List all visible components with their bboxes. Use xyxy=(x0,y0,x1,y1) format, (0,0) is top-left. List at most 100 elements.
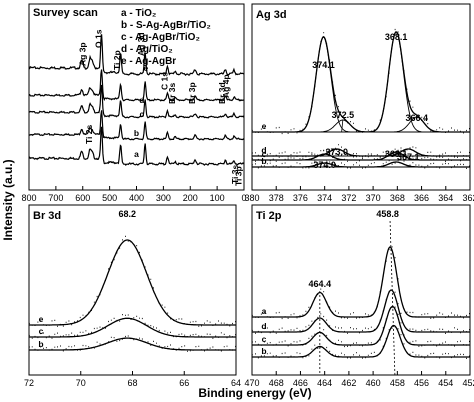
series-line-b xyxy=(28,110,245,141)
x-tick-label: 470 xyxy=(244,378,259,388)
peak-label: Br 3d xyxy=(217,82,227,104)
raw-points-a xyxy=(252,246,470,320)
component-line xyxy=(252,161,470,168)
component-line xyxy=(252,119,470,133)
legend-entry: b - S-Ag-AgBr/TiO₂ xyxy=(121,20,211,31)
x-tick-label: 380 xyxy=(244,193,259,203)
peak-label: O 1s xyxy=(94,29,104,48)
series-label: e xyxy=(39,314,44,324)
raw-points-d xyxy=(252,144,470,158)
raw-points-c xyxy=(252,306,470,348)
series-label: c xyxy=(39,326,44,336)
fit-line-a xyxy=(252,246,470,318)
x-tick-label: 700 xyxy=(48,193,63,203)
panel-title: Ag 3d xyxy=(256,9,287,21)
fit-line-e xyxy=(252,31,470,133)
fit-line-d xyxy=(252,289,470,333)
x-tick-label: 458 xyxy=(390,378,405,388)
series-label: d xyxy=(261,321,266,331)
panel-ag3d: 380 378 376 374 372 370 368 366 364 362 Ag 3d e cdb 3… xyxy=(244,3,474,203)
raw-points-e xyxy=(29,235,236,327)
x-tick-label: 0 xyxy=(241,193,246,203)
peak-annotation: 366.4 xyxy=(405,113,428,123)
raw-points-e xyxy=(252,28,470,135)
x-tick-label: 300 xyxy=(156,193,171,203)
peak-label: Br 3s xyxy=(167,82,177,104)
panel-title: Br 3d xyxy=(33,210,61,222)
peak-label: Ag 3p xyxy=(77,42,87,66)
series-line-a xyxy=(28,126,245,166)
x-tick-label: 500 xyxy=(102,193,117,203)
peak-annotation: 368.1 xyxy=(385,149,408,159)
series-line-e xyxy=(28,34,245,76)
raw-points-b xyxy=(29,335,236,352)
x-tick-label: 364 xyxy=(438,193,453,203)
x-tick-label: 362 xyxy=(462,193,474,203)
x-tick-label: 200 xyxy=(183,193,198,203)
peak-annotation: 464.4 xyxy=(309,279,332,289)
x-tick-label: 68 xyxy=(127,378,137,388)
x-tick-label: 800 xyxy=(21,193,36,203)
peak-annotation: 374.1 xyxy=(312,60,335,70)
x-tick-label: 600 xyxy=(75,193,90,203)
peak-annotation: 367.1 xyxy=(397,152,420,162)
peak-label: Ag 4p xyxy=(221,74,231,98)
x-tick-label: 374 xyxy=(317,193,332,203)
x-tick-label: 64 xyxy=(231,378,241,388)
x-tick-label: 468 xyxy=(269,378,284,388)
x-tick-label: 460 xyxy=(366,378,381,388)
peak-label: Ti 2p xyxy=(112,50,122,70)
reference-line xyxy=(389,220,396,376)
x-tick-label: 464 xyxy=(317,378,332,388)
legend-entry: e - Ag-AgBr xyxy=(121,56,176,67)
peak-label: Ti 2s xyxy=(84,125,94,144)
fit-line-b xyxy=(29,337,236,351)
panel-br3d: 72 70 68 66 64 Br 3d ecb 68.2 xyxy=(24,204,241,388)
x-tick-label: 376 xyxy=(293,193,308,203)
component-line xyxy=(252,116,470,133)
x-tick-label: 366 xyxy=(414,193,429,203)
series-label: d xyxy=(261,145,266,155)
panel-title: Survey scan xyxy=(33,7,98,19)
plot-frame xyxy=(251,3,471,191)
component-line xyxy=(252,148,470,157)
component-line xyxy=(252,36,470,133)
x-tick-label: 100 xyxy=(210,193,225,203)
raw-points-c xyxy=(29,314,236,339)
peak-label: Ti 3p xyxy=(233,166,243,186)
x-tick-label: 400 xyxy=(129,193,144,203)
y-axis-title: Intensity (a.u.) xyxy=(1,159,15,240)
x-tick-label: 456 xyxy=(414,378,429,388)
series-label: a xyxy=(134,149,139,159)
legend-entry: a - TiO₂ xyxy=(121,8,156,19)
peak-label: Ti 3s xyxy=(230,165,240,184)
series-label: d xyxy=(139,95,144,105)
fit-line-e xyxy=(29,239,236,326)
plot-frame xyxy=(251,204,471,376)
series-label: b xyxy=(261,346,266,356)
peak-annotation: 458.8 xyxy=(376,209,399,219)
series-label: b xyxy=(134,128,139,138)
x-tick-label: 370 xyxy=(366,193,381,203)
x-axis-title: Binding energy (eV) xyxy=(198,386,311,400)
peak-annotation: 368.1 xyxy=(385,32,408,42)
legend-entry: d - Ag/TiO₂ xyxy=(121,44,173,55)
peak-label: Ag 3d xyxy=(136,32,146,56)
legend-entry: c - Ag-AgBr/TiO₂ xyxy=(121,32,200,43)
series-line-d xyxy=(28,69,245,102)
x-tick-label: 378 xyxy=(269,193,284,203)
x-tick-label: 466 xyxy=(293,378,308,388)
series-line-c xyxy=(28,84,245,119)
raw-points-b xyxy=(252,326,470,359)
component-line xyxy=(252,31,470,133)
component-line xyxy=(252,151,470,161)
x-tick-label: 372 xyxy=(341,193,356,203)
x-tick-label: 66 xyxy=(179,378,189,388)
raw-points-d xyxy=(252,289,470,334)
series-label: e xyxy=(144,63,149,73)
peak-annotation: 374.0 xyxy=(313,160,336,170)
x-tick-label: 70 xyxy=(76,378,86,388)
peak-label: C 1s xyxy=(159,72,169,90)
